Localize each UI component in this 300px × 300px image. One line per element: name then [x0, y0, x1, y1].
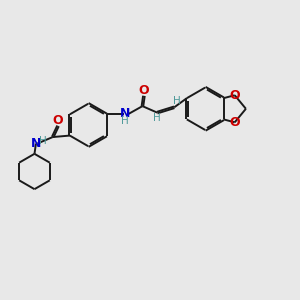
Text: H: H — [39, 136, 47, 146]
Text: N: N — [31, 137, 41, 150]
Text: O: O — [230, 116, 240, 129]
Text: H: H — [121, 116, 129, 126]
Text: O: O — [53, 114, 63, 127]
Text: O: O — [230, 89, 240, 102]
Text: H: H — [173, 96, 181, 106]
Text: N: N — [120, 107, 130, 120]
Text: O: O — [139, 84, 149, 97]
Text: H: H — [153, 113, 160, 124]
